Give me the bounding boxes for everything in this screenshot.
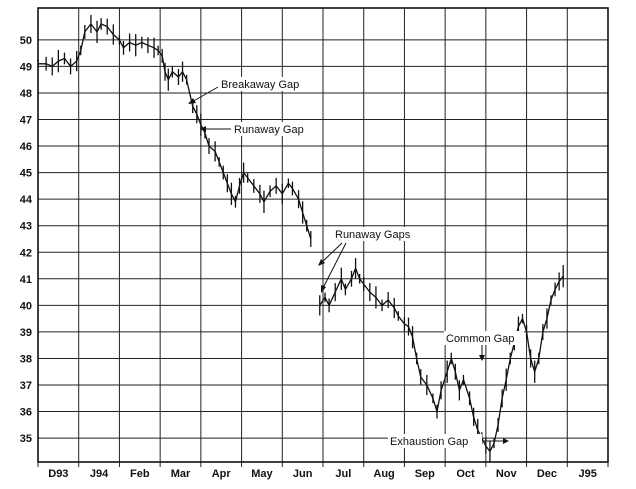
grid-lines <box>37 8 609 467</box>
arrowhead-runaway-gaps-2 <box>321 285 326 293</box>
y-tick-label: 44 <box>20 194 33 206</box>
y-tick-label: 39 <box>20 327 32 339</box>
x-axis-tick-labels: D93 J94 Feb Mar Apr May Jun Jul Aug Sep Oct Nov Dec J… <box>48 468 597 480</box>
x-tick-label: Jul <box>335 468 351 480</box>
x-tick-label: Feb <box>130 468 150 480</box>
x-tick-label: Jun <box>293 468 313 480</box>
x-tick-label: D93 <box>48 468 68 480</box>
gap-annotations: Breakaway Gap Runaway Gap Runaway Gaps C… <box>188 77 524 448</box>
arrowhead-common-gap <box>479 355 485 361</box>
x-tick-label: Oct <box>456 468 475 480</box>
y-tick-label: 48 <box>20 88 32 100</box>
x-tick-label: Nov <box>496 468 518 480</box>
annotation-label-common-gap: Common Gap <box>446 333 514 345</box>
arrowhead-breakaway-gap <box>188 98 196 104</box>
y-tick-label: 35 <box>20 433 32 445</box>
annotation-runaway-gap: Runaway Gap <box>200 122 310 136</box>
annotation-runaway-gaps: Runaway Gaps <box>318 227 421 293</box>
y-axis-tick-labels: 35 36 37 38 39 40 41 42 43 44 45 46 47 48 49 50 <box>20 35 33 445</box>
x-tick-label: Aug <box>373 468 394 480</box>
x-tick-label: Sep <box>415 468 435 480</box>
price-line-segment <box>319 266 564 453</box>
annotation-label-runaway-gaps: Runaway Gaps <box>335 229 411 241</box>
y-tick-label: 49 <box>20 61 32 73</box>
x-tick-label: Mar <box>171 468 191 480</box>
annotation-exhaustion-gap: Exhaustion Gap <box>388 434 509 448</box>
y-tick-label: 40 <box>20 300 32 312</box>
y-tick-label: 43 <box>20 221 32 233</box>
x-tick-label: Apr <box>212 468 232 480</box>
y-tick-label: 47 <box>20 115 32 127</box>
annotation-common-gap: Common Gap <box>444 331 524 361</box>
arrow-runaway-gaps-2 <box>321 242 347 291</box>
x-tick-label: Dec <box>537 468 557 480</box>
arrowhead-runaway-gap <box>200 126 206 132</box>
y-tick-label: 45 <box>20 168 32 180</box>
y-tick-label: 37 <box>20 380 32 392</box>
y-tick-label: 36 <box>20 407 32 419</box>
plot-frame <box>37 7 609 463</box>
y-tick-label: 42 <box>20 247 32 259</box>
x-tick-label: J95 <box>578 468 596 480</box>
arrowhead-runaway-gaps-1 <box>318 259 325 266</box>
arrow-runaway-gaps-1 <box>319 242 343 265</box>
arrow-breakaway-gap <box>189 86 219 104</box>
annotation-breakaway-gap: Breakaway Gap <box>188 77 305 104</box>
y-tick-label: 50 <box>20 35 32 47</box>
x-tick-label: May <box>251 468 273 480</box>
x-tick-label: J94 <box>90 468 109 480</box>
annotation-label-runaway-gap: Runaway Gap <box>234 124 304 136</box>
arrowhead-exhaustion-gap <box>503 438 509 444</box>
y-tick-label: 46 <box>20 141 32 153</box>
annotation-label-exhaustion-gap: Exhaustion Gap <box>390 436 468 448</box>
y-tick-label: 38 <box>20 353 32 365</box>
annotation-label-breakaway-gap: Breakaway Gap <box>221 79 299 91</box>
y-tick-label: 41 <box>20 274 32 286</box>
